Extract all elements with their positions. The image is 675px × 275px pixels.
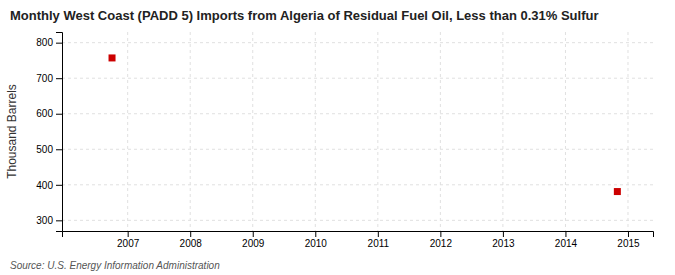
x-tick: 2009 <box>242 231 265 249</box>
grid-line-x <box>502 32 503 231</box>
y-tick: 300 <box>36 215 62 226</box>
grid-line-y <box>62 113 653 114</box>
x-tick-mark <box>503 231 504 237</box>
x-tick-mark <box>440 231 441 237</box>
x-tick-mark <box>253 231 254 237</box>
y-tick-label: 700 <box>36 73 53 84</box>
x-tick-mark <box>628 231 629 237</box>
title: Monthly West Coast (PADD 5) Imports from… <box>10 8 598 23</box>
x-tick-label: 2008 <box>180 238 203 249</box>
chart: 2007 2008 2009 2010 2011 2012 2013 2014 2015 300 4… <box>0 0 675 275</box>
grid-line-x <box>377 32 378 231</box>
y-axis-title: Thousand Barrels <box>5 84 19 179</box>
y-tick-label: 800 <box>36 37 53 48</box>
x-tick-label: 2009 <box>242 238 265 249</box>
grid-line-x <box>127 32 128 231</box>
x-tick-label: 2012 <box>430 238 453 249</box>
x-tick: 2008 <box>180 231 203 249</box>
y-tick: 700 <box>36 73 62 84</box>
x-tick: 2014 <box>555 231 578 249</box>
grid-line-x <box>440 32 441 231</box>
grid-line-x <box>190 32 191 231</box>
y-tick-label: 500 <box>36 144 53 155</box>
grid-line-x <box>565 32 566 231</box>
x-tick-mark <box>315 231 316 237</box>
y-tick-mark <box>56 43 62 44</box>
y-tick-label: 400 <box>36 180 53 191</box>
grid-line-y <box>62 42 653 43</box>
x-axis: 2007 2008 2009 2010 2011 2012 2013 2014 2015 <box>63 231 654 249</box>
y-tick-label: 600 <box>36 108 53 119</box>
x-tick-mark <box>378 231 379 237</box>
grid-line-y <box>62 184 653 185</box>
y-tick: 600 <box>36 108 62 119</box>
x-tick-label: 2015 <box>617 238 640 249</box>
y-tick-mark <box>56 149 62 150</box>
y-tick-mark <box>56 220 62 221</box>
x-tick-label: 2007 <box>117 238 140 249</box>
x-tick-mark <box>565 231 566 237</box>
x-tick: 2012 <box>430 231 453 249</box>
x-tick-mark <box>128 231 129 237</box>
source: Source: U.S. Energy Information Administ… <box>10 260 220 271</box>
y-axis: 300 400 500 600 700 800 <box>36 33 62 232</box>
points <box>109 54 621 195</box>
grid-line-x <box>252 32 253 231</box>
x-tick: 2015 <box>617 231 640 249</box>
x-tick-mark <box>190 231 191 237</box>
y-tick-mark <box>56 78 62 79</box>
grid-line-x <box>627 32 628 231</box>
x-tick: 2007 <box>117 231 140 249</box>
y-tick-mark <box>56 114 62 115</box>
point <box>109 54 116 61</box>
grid-line-y <box>62 78 653 79</box>
grid-line-x <box>315 32 316 231</box>
x-tick: 2010 <box>305 231 328 249</box>
x-tick-label: 2013 <box>492 238 515 249</box>
y-axis-line <box>56 33 63 232</box>
grid-line-y <box>62 149 653 150</box>
grid-line-y <box>62 220 653 221</box>
x-tick: 2011 <box>368 231 390 249</box>
y-tick-mark <box>56 185 62 186</box>
y-tick-label: 300 <box>36 215 53 226</box>
y-tick: 500 <box>36 144 62 155</box>
x-axis-line <box>63 232 654 238</box>
grid <box>62 32 653 231</box>
y-tick: 400 <box>36 180 62 191</box>
x-tick-label: 2010 <box>305 238 328 249</box>
x-tick-label: 2014 <box>555 238 578 249</box>
x-tick: 2013 <box>492 231 515 249</box>
plot-area: 2007 2008 2009 2010 2011 2012 2013 2014 2015 300 4… <box>36 32 653 249</box>
y-tick: 800 <box>36 37 62 48</box>
x-tick-label: 2011 <box>368 238 390 249</box>
point <box>614 188 621 195</box>
